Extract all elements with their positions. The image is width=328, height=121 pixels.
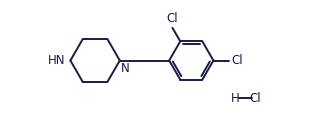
Text: Cl: Cl <box>249 92 261 105</box>
Text: H: H <box>231 92 240 105</box>
Text: Cl: Cl <box>232 54 243 67</box>
Text: Cl: Cl <box>167 12 178 25</box>
Text: HN: HN <box>48 54 66 67</box>
Text: N: N <box>121 62 130 75</box>
